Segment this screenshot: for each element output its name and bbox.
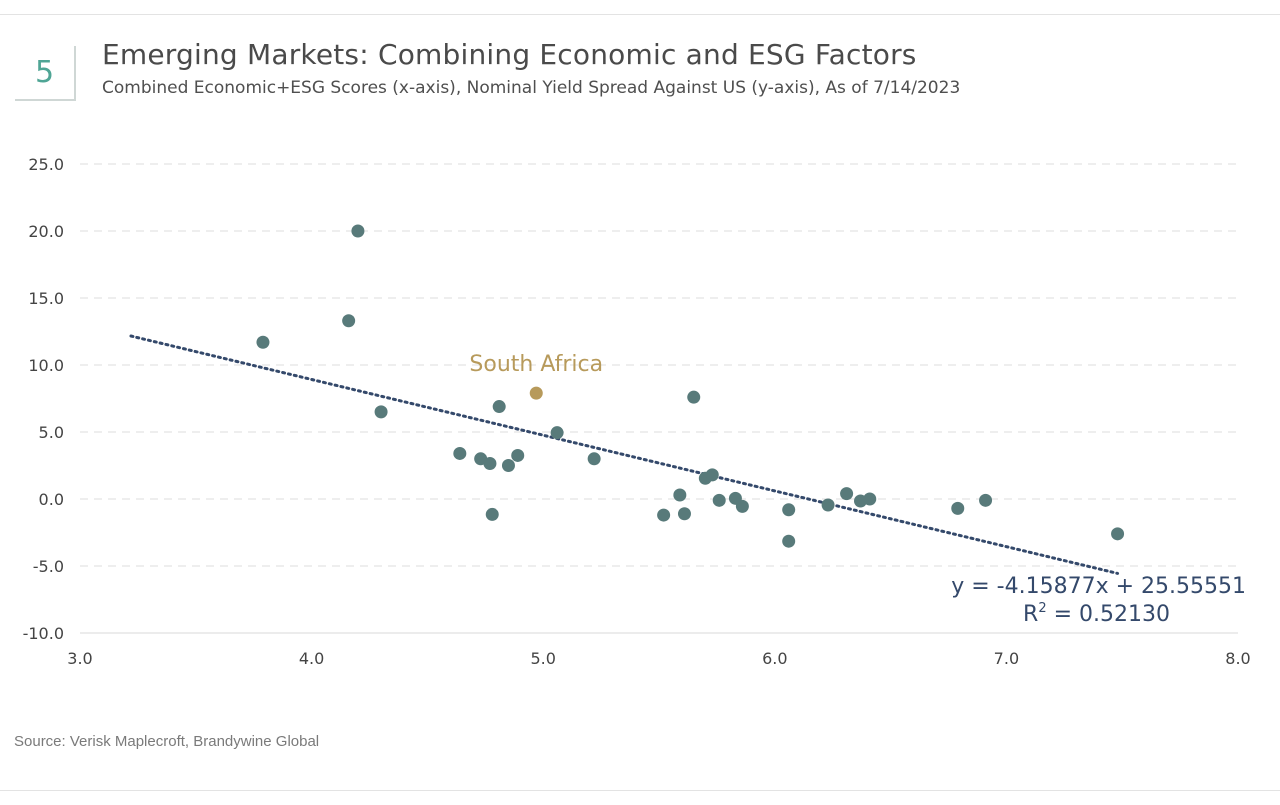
data-point xyxy=(782,534,796,548)
y-tick-label: -5.0 xyxy=(33,557,64,576)
data-point xyxy=(735,499,749,513)
r-squared-value: = 0.52130 xyxy=(1047,602,1170,627)
data-point xyxy=(687,390,701,404)
data-point xyxy=(587,452,601,466)
r-squared-r: R xyxy=(1023,602,1038,627)
x-axis-tick-labels: 3.0 4.0 5.0 6.0 7.0 8.0 xyxy=(67,649,1250,668)
y-tick-label: 0.0 xyxy=(39,490,64,509)
data-point xyxy=(979,493,993,507)
data-point xyxy=(511,448,525,462)
data-point xyxy=(657,508,671,522)
data-point xyxy=(677,507,691,521)
y-tick-label: -10.0 xyxy=(23,624,64,643)
figure-number: 5 xyxy=(34,55,55,90)
trendline xyxy=(129,334,1120,575)
data-point xyxy=(863,492,877,506)
data-point xyxy=(712,493,726,507)
data-point xyxy=(1111,527,1125,541)
r-squared-label: R2 = 0.52130 xyxy=(1023,601,1170,627)
gridlines xyxy=(80,163,1238,634)
highlight-point-south-africa xyxy=(529,386,543,400)
x-tick-label: 6.0 xyxy=(762,649,787,668)
data-point xyxy=(374,405,388,419)
trendline-equation: y = -4.15877x + 25.55551 xyxy=(951,574,1246,599)
data-point xyxy=(951,501,965,515)
x-tick-label: 7.0 xyxy=(994,649,1019,668)
figure-number-badge: 5 xyxy=(15,46,76,101)
data-point xyxy=(483,456,497,470)
y-tick-label: 10.0 xyxy=(28,356,64,375)
top-rule xyxy=(0,14,1280,15)
data-point xyxy=(705,468,719,482)
y-tick-label: 5.0 xyxy=(39,423,64,442)
data-points xyxy=(256,224,1125,548)
x-tick-label: 8.0 xyxy=(1225,649,1250,668)
data-point xyxy=(342,314,356,328)
y-tick-label: 20.0 xyxy=(28,222,64,241)
y-axis-tick-labels: 25.0 20.0 15.0 10.0 5.0 0.0 -5.0 -10.0 xyxy=(23,155,64,643)
data-point xyxy=(673,488,687,502)
data-point xyxy=(840,487,854,501)
y-tick-label: 15.0 xyxy=(28,289,64,308)
data-point xyxy=(501,459,515,472)
x-tick-label: 4.0 xyxy=(299,649,324,668)
chart-subtitle: Combined Economic+ESG Scores (x-axis), N… xyxy=(102,78,961,98)
x-tick-label: 3.0 xyxy=(67,649,92,668)
highlight-label-south-africa: South Africa xyxy=(469,352,603,377)
data-point xyxy=(782,503,796,517)
r-squared-exponent: 2 xyxy=(1038,601,1046,616)
scatter-chart: 25.0 20.0 15.0 10.0 5.0 0.0 -5.0 -10.0 3.0 4.0 5.… xyxy=(23,155,1251,668)
data-point xyxy=(351,224,365,238)
x-tick-label: 5.0 xyxy=(530,649,555,668)
chart-title: Emerging Markets: Combining Economic and… xyxy=(102,38,917,71)
data-point xyxy=(492,400,506,414)
source-note: Source: Verisk Maplecroft, Brandywine Gl… xyxy=(14,733,320,750)
data-point xyxy=(485,507,499,521)
data-point xyxy=(256,335,270,349)
y-tick-label: 25.0 xyxy=(28,155,64,174)
bottom-rule xyxy=(0,790,1280,791)
data-point xyxy=(821,498,835,512)
data-point xyxy=(453,446,467,460)
data-point xyxy=(550,426,564,440)
